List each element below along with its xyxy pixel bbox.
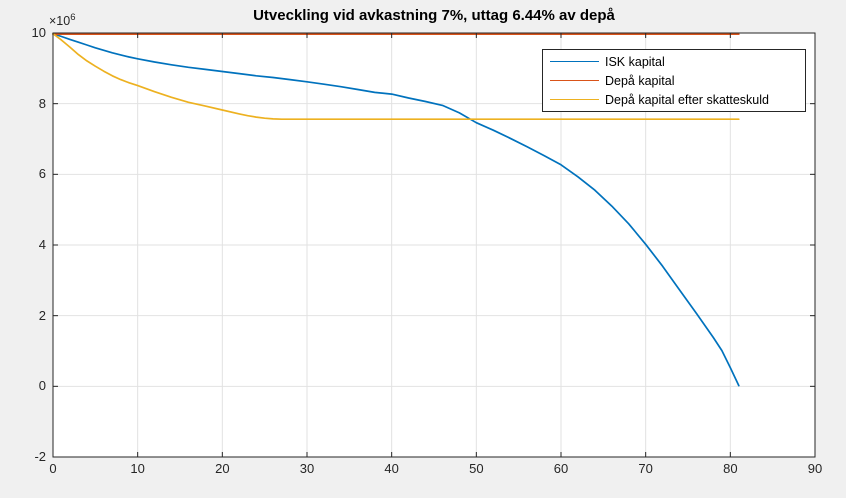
y-tick-label: 10	[31, 25, 46, 40]
legend-label: Depå kapital	[605, 73, 675, 88]
y-axis-multiplier-label: ×106	[49, 12, 76, 28]
axes-box-border	[52, 32, 816, 458]
x-tick-label: 20	[215, 461, 230, 476]
x-tick-label: 80	[723, 461, 738, 476]
legend-line-swatch-orange	[550, 80, 599, 81]
legend-item-isk-kapital: ISK kapital	[543, 52, 805, 71]
legend-line-swatch-blue	[550, 61, 599, 62]
y-axis-multiplier-exponent: 6	[70, 12, 76, 23]
series-layer	[52, 32, 740, 387]
legend-line-swatch-yellow	[550, 99, 599, 100]
y-tick-label: -2	[34, 449, 46, 464]
x-tick-label: 0	[49, 461, 57, 476]
x-tick-label: 10	[130, 461, 145, 476]
series-line-0	[52, 32, 740, 387]
y-tick-label: 4	[38, 237, 46, 252]
y-tick-label: 6	[38, 166, 46, 182]
legend-item-depa-kapital: Depå kapital	[543, 71, 805, 90]
y-tick-label: 2	[38, 307, 46, 323]
series-line-2	[52, 32, 740, 121]
y-axis-multiplier-base: ×10	[49, 14, 71, 29]
legend-label: Depå kapital efter skatteskuld	[605, 92, 769, 107]
legend-item-depa-kapital-efter-skatteskuld: Depå kapital efter skatteskuld	[543, 90, 805, 109]
x-tick-label: 60	[553, 461, 569, 476]
x-tick-label: 90	[807, 461, 823, 476]
x-tick-label: 50	[469, 461, 484, 476]
x-tick-label: 40	[384, 461, 399, 476]
y-tick-label: 8	[38, 95, 46, 111]
chart-title: Utveckling vid avkastning 7%, uttag 6.44…	[253, 7, 615, 24]
x-tick-label: 70	[638, 461, 653, 476]
y-tick-label: 0	[38, 378, 46, 394]
legend-label: ISK kapital	[605, 54, 665, 69]
legend-box[interactable]: ISK kapital Depå kapital Depå kapital ef…	[542, 49, 806, 112]
x-tick-label: 30	[299, 461, 315, 476]
